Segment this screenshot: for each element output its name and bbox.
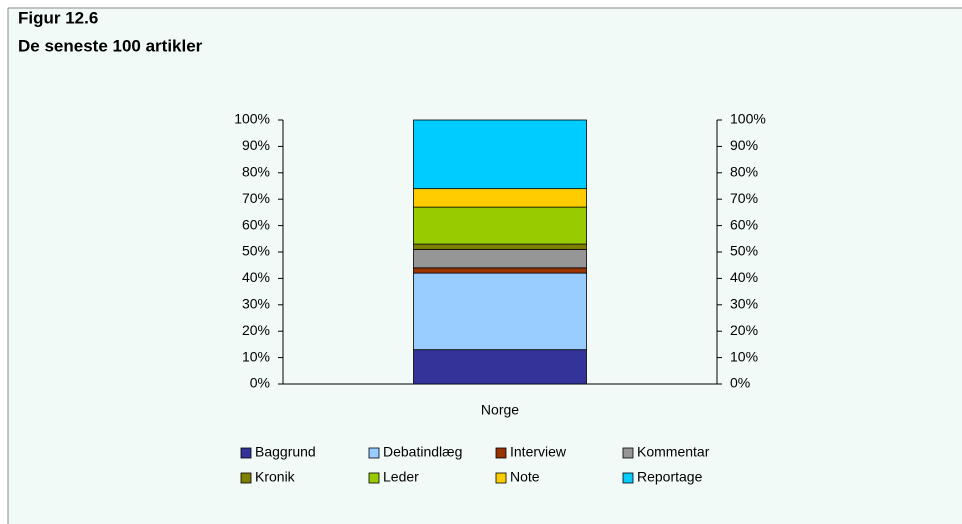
y-tick-label: 0% <box>250 375 270 391</box>
y2-tick-label: 60% <box>730 216 758 232</box>
bar-segment <box>413 349 587 385</box>
bar-segment <box>413 272 587 351</box>
y-tick-label: 40% <box>242 269 270 285</box>
legend-label: Note <box>510 469 540 485</box>
legend-swatch <box>495 472 507 484</box>
bar-segment <box>413 248 587 269</box>
legend-label: Reportage <box>637 469 703 485</box>
y2-tick-label: 80% <box>730 164 758 180</box>
legend-label: Kronik <box>255 469 296 485</box>
legend-label: Kommentar <box>637 444 710 460</box>
bar-segment <box>413 206 587 245</box>
y-tick-label: 50% <box>242 243 270 259</box>
bar-segment <box>413 243 587 250</box>
y2-tick-label: 70% <box>730 190 758 206</box>
legend-swatch <box>240 472 252 484</box>
y-tick-label: 60% <box>242 216 270 232</box>
y-tick-label: 30% <box>242 296 270 312</box>
y-tick-label: 10% <box>242 348 270 364</box>
legend-swatch <box>368 472 380 484</box>
bar-segment <box>413 119 587 190</box>
legend-label: Debatindlæg <box>383 444 462 460</box>
y2-tick-label: 50% <box>730 243 758 259</box>
bar-segment <box>413 267 587 274</box>
chart-subtitle: De seneste 100 artikler <box>18 36 203 55</box>
y2-tick-label: 20% <box>730 322 758 338</box>
y-tick-label: 100% <box>234 111 270 127</box>
y2-tick-label: 30% <box>730 296 758 312</box>
y-tick-label: 90% <box>242 137 270 153</box>
legend-swatch <box>240 447 252 459</box>
legend-swatch <box>622 447 634 459</box>
y2-tick-label: 90% <box>730 137 758 153</box>
legend-swatch <box>368 447 380 459</box>
bar-segment <box>413 188 587 208</box>
y-tick-label: 70% <box>242 190 270 206</box>
y2-tick-label: 10% <box>730 348 758 364</box>
y2-tick-label: 100% <box>730 111 766 127</box>
chart-title: Figur 12.6 <box>18 8 98 27</box>
y-tick-label: 80% <box>242 164 270 180</box>
x-tick-label: Norge <box>481 402 519 418</box>
legend-label: Baggrund <box>255 444 316 460</box>
legend-swatch <box>622 472 634 484</box>
legend-swatch <box>495 447 507 459</box>
y2-tick-label: 0% <box>730 375 750 391</box>
y-tick-label: 20% <box>242 322 270 338</box>
legend-label: Interview <box>510 444 567 460</box>
y2-tick-label: 40% <box>730 269 758 285</box>
legend-label: Leder <box>383 469 419 485</box>
